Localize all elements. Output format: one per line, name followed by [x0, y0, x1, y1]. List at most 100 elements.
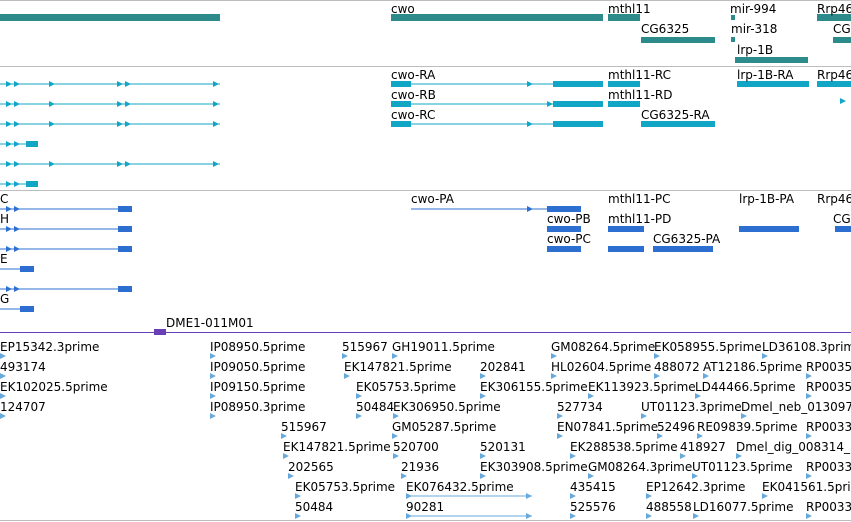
gene-feature-lrp-1b[interactable] [735, 57, 808, 63]
est-label[interactable]: 124707 [0, 400, 46, 414]
est-label[interactable]: RP0033 [806, 500, 851, 514]
protein-label[interactable]: mthl11-PC [608, 192, 671, 206]
gene-label[interactable]: mthl11 [608, 2, 651, 16]
est-label[interactable]: EK288538.5prime [570, 440, 678, 454]
est-label[interactable]: IP09050.5prime [210, 360, 306, 374]
protein-label[interactable]: E [0, 252, 8, 266]
clone-feature[interactable] [0, 332, 851, 333]
est-label[interactable]: 488558 [646, 500, 692, 514]
est-label[interactable]: GM05287.5prime [392, 420, 497, 434]
est-label[interactable]: 52496 [657, 420, 696, 434]
gene-feature-cwo[interactable] [391, 14, 603, 21]
protein-label[interactable]: cwo-PC [547, 232, 591, 246]
est-label[interactable]: Dmel_neb_013097 [741, 400, 851, 414]
protein-label[interactable]: mthl11-PD [608, 212, 672, 226]
est-label[interactable]: EK041561.5prime [762, 480, 851, 494]
gene-feature[interactable] [0, 14, 220, 21]
track-separator [0, 190, 851, 191]
est-label[interactable]: RP0035 [806, 380, 851, 394]
est-label[interactable]: RP0035 [806, 360, 851, 374]
gene-label[interactable]: Rrp46 [817, 2, 851, 16]
transcript-label[interactable]: cwo-RC [391, 108, 436, 122]
est-label[interactable]: 493174 [0, 360, 46, 374]
est-label[interactable]: EK147821.5prime [344, 360, 452, 374]
protein-label[interactable]: C [0, 192, 9, 206]
gene-label[interactable]: mir-318 [731, 22, 778, 36]
est-label[interactable]: 50484 [295, 500, 334, 514]
est-label[interactable]: EK306155.5prime [480, 380, 588, 394]
transcript-label[interactable]: Rrp46 [817, 68, 851, 82]
protein-label[interactable]: CG [833, 212, 851, 226]
est-label[interactable]: 435415 [570, 480, 616, 494]
est-label[interactable]: EK303908.5prime [480, 460, 588, 474]
est-label[interactable]: LD16077.5prime [693, 500, 794, 514]
est-label[interactable]: RE09839.5prime [697, 420, 798, 434]
clone-label[interactable]: DME1-011M01 [166, 316, 254, 330]
est-label[interactable]: IP09150.5prime [210, 380, 306, 394]
gene-feature-mthl11[interactable] [608, 14, 640, 21]
gene-feature-mir-318[interactable] [731, 37, 735, 42]
gene-label[interactable]: CG [833, 22, 851, 36]
protein-label[interactable]: CG6325-PA [653, 232, 721, 246]
gene-feature-mir-994[interactable] [731, 15, 735, 20]
est-label[interactable]: 202565 [288, 460, 334, 474]
est-label[interactable]: EK147821.5prime [283, 440, 391, 454]
est-label[interactable]: 50484 [356, 400, 395, 414]
est-label[interactable]: IP08950.3prime [210, 400, 306, 414]
est-label[interactable]: AT12186.5prime [703, 360, 803, 374]
transcript-label[interactable]: lrp-1B-RA [737, 68, 794, 82]
protein-label[interactable]: cwo-PB [547, 212, 591, 226]
transcript-label[interactable]: cwo-RA [391, 68, 436, 82]
est-label[interactable]: IP08950.5prime [210, 340, 306, 354]
gene-label[interactable]: lrp-1B [737, 43, 774, 57]
est-label[interactable]: UT01123.3prime [641, 400, 742, 414]
protein-label[interactable]: H [0, 212, 10, 226]
est-label[interactable]: 520700 [393, 440, 439, 454]
est-label[interactable]: EK05753.5prime [295, 480, 396, 494]
transcript-label[interactable]: cwo-RB [391, 88, 436, 102]
gene-feature-cg6325[interactable] [641, 37, 715, 43]
est-label[interactable]: Dmel_dig_008314_ [736, 440, 851, 454]
gene-label[interactable]: CG6325 [641, 22, 690, 36]
transcript-label[interactable]: CG6325-RA [641, 108, 710, 122]
est-label[interactable]: 527734 [557, 400, 603, 414]
transcript-label[interactable]: mthl11-RC [608, 68, 672, 82]
transcript-label[interactable]: mthl11-RD [608, 88, 673, 102]
protein-label[interactable]: Rrp46 [817, 192, 851, 206]
est-label[interactable]: EK058955.5prime [654, 340, 762, 354]
est-label[interactable]: EK076432.5prime [406, 480, 514, 494]
est-label[interactable]: 90281 [406, 500, 445, 514]
est-label[interactable]: 488072 [654, 360, 700, 374]
est-label[interactable]: EP12642.3prime [646, 480, 746, 494]
est-label[interactable]: 525576 [570, 500, 616, 514]
est-label[interactable]: EK05753.5prime [356, 380, 457, 394]
est-label[interactable]: HL02604.5prime [551, 360, 652, 374]
est-label[interactable]: LD44466.5prime [695, 380, 796, 394]
est-label[interactable]: EK306950.5prime [393, 400, 501, 414]
est-label[interactable]: RP0033 [806, 420, 851, 434]
est-label[interactable]: 202841 [480, 360, 526, 374]
clone-marker[interactable] [154, 329, 166, 335]
est-label[interactable]: GM08264.3prime [588, 460, 693, 474]
est-label[interactable]: RP0033 [806, 460, 851, 474]
est-label[interactable]: 418927 [680, 440, 726, 454]
gene-feature-cg[interactable] [833, 37, 851, 43]
gene-label[interactable]: mir-994 [730, 2, 777, 16]
est-label[interactable]: GM08264.5prime [551, 340, 656, 354]
est-label[interactable]: 520131 [480, 440, 526, 454]
est-label[interactable]: EK113923.5prime [588, 380, 696, 394]
est-label[interactable]: EP15342.3prime [0, 340, 100, 354]
est-label[interactable]: EK102025.5prime [0, 380, 108, 394]
est-label[interactable]: 515967 [281, 420, 327, 434]
gene-feature-rrp46[interactable] [817, 14, 851, 21]
est-label[interactable]: EN07841.5prime [557, 420, 659, 434]
est-label[interactable]: 515967 [342, 340, 388, 354]
est-label[interactable]: GH19011.5prime [392, 340, 495, 354]
gene-label[interactable]: cwo [391, 2, 415, 16]
est-label[interactable]: LD36108.3prime [762, 340, 851, 354]
protein-label[interactable]: lrp-1B-PA [739, 192, 795, 206]
est-label[interactable]: UT01123.5prime [692, 460, 793, 474]
protein-label[interactable]: cwo-PA [411, 192, 454, 206]
est-label[interactable]: 21936 [401, 460, 440, 474]
protein-label[interactable]: G [0, 292, 10, 306]
